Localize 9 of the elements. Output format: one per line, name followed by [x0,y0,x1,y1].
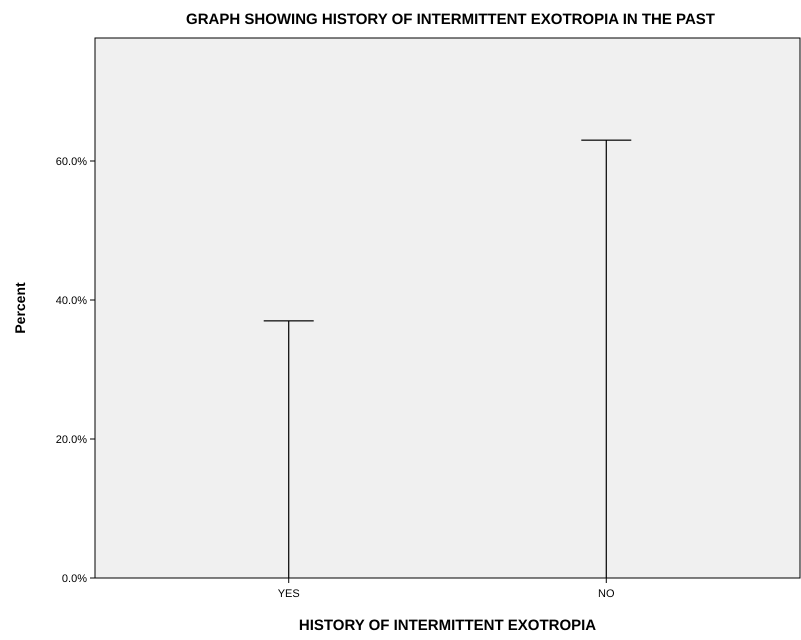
y-axis-title: Percent [12,282,28,334]
x-axis-title: HISTORY OF INTERMITTENT EXOTROPIA [298,617,596,634]
y-tick-label: 40.0% [56,295,88,308]
y-tick-label: 0.0% [62,573,88,585]
x-tick-label: NO [598,588,615,600]
y-tick-label: 60.0% [56,156,88,168]
x-tick-label: YES [278,588,300,600]
chart-title: GRAPH SHOWING HISTORY OF INTERMITTENT EXOTROPIA IN THE PAST [186,11,715,28]
y-tick-label: 20.0% [56,434,88,446]
